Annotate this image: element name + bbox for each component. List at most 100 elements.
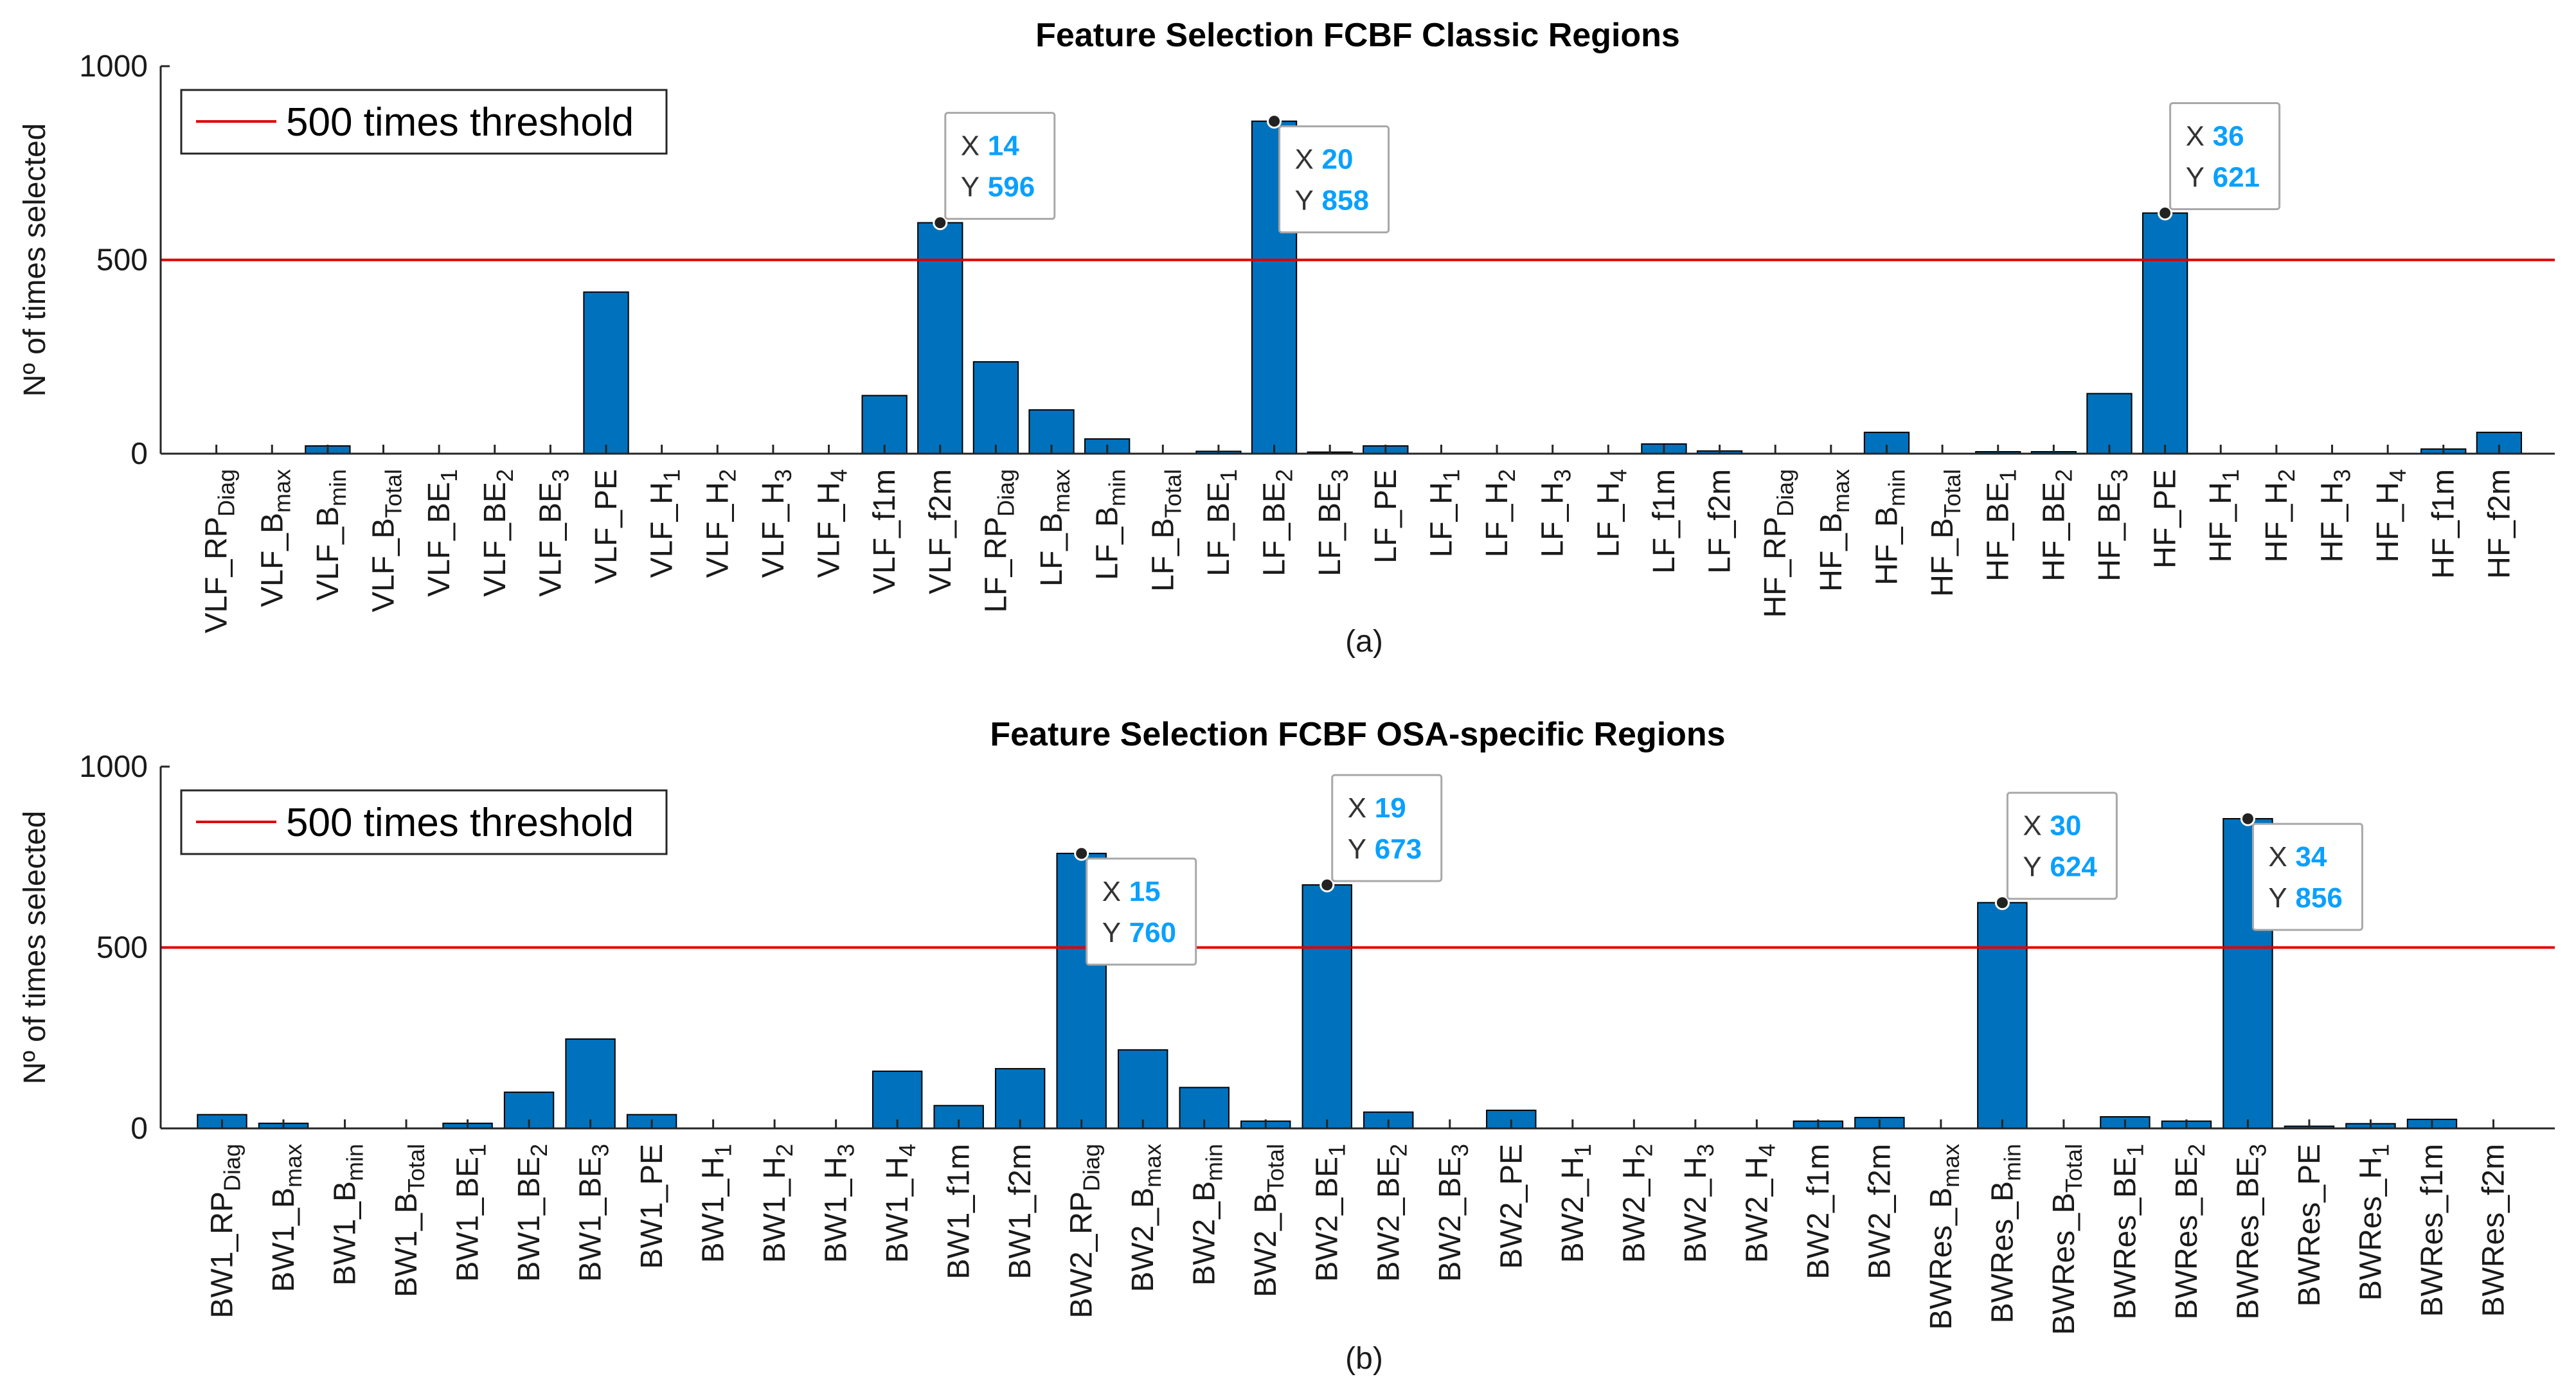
x-tick-label-subscript: 2 xyxy=(526,1144,552,1157)
x-tick-label-base: BW2_f1m xyxy=(1802,1144,1836,1279)
datatip: X 20 Y 858 xyxy=(1267,114,1390,234)
chart-title: Feature Selection FCBF Classic Regions xyxy=(1035,17,1680,54)
datatip-y-value: 858 xyxy=(1322,185,1369,217)
x-tick-label-subscript: 2 xyxy=(2273,469,2300,482)
y-tick-label: 500 xyxy=(96,931,148,965)
x-tick-label-subscript: Diag xyxy=(213,469,240,517)
x-tick-label: BW1_f2m xyxy=(1003,1144,1037,1279)
x-tick-label-subscript: Total xyxy=(380,469,407,518)
datatip-y-value: 856 xyxy=(2295,882,2342,914)
x-tick-label: BW1_H2 xyxy=(758,1144,798,1263)
datatip-y-value: 760 xyxy=(1129,917,1176,948)
x-tick-label-base: LF_PE xyxy=(1369,469,1403,564)
x-tick-label-subscript: Diag xyxy=(1772,469,1798,517)
datatip-box xyxy=(2006,792,2118,900)
x-tick-label-subscript: min xyxy=(1883,469,1910,506)
x-tick-label-base: HF_B xyxy=(1870,506,1904,585)
x-tick-label: VLF_BE3 xyxy=(533,469,573,597)
x-tick-label-subscript: 3 xyxy=(2106,469,2133,482)
x-tick-label: BW1_BTotal xyxy=(389,1144,429,1297)
x-tick-label: BW1_RPDiag xyxy=(206,1144,246,1318)
datatip-marker xyxy=(1267,114,1282,129)
bar xyxy=(1301,884,1352,1129)
x-tick-label: BW2_BE3 xyxy=(1433,1144,1473,1282)
x-tick-label: VLF_H2 xyxy=(701,469,740,578)
x-tick-label: VLF_H1 xyxy=(645,469,685,578)
datatip-marker xyxy=(933,215,948,231)
x-tick-label: BW2_H2 xyxy=(1617,1144,1657,1263)
chart-panel-a: Feature Selection FCBF Classic Regions Nº… xyxy=(18,17,2555,659)
datatip-box xyxy=(2251,823,2363,931)
x-tick-label: LF_H4 xyxy=(1591,469,1631,557)
x-tick-label: VLF_Bmax xyxy=(255,469,295,607)
x-tick-label-subscript: 3 xyxy=(2329,469,2355,482)
datatip-y-label: Y xyxy=(2268,882,2287,914)
bar xyxy=(1977,902,2028,1129)
x-tick-label-subscript: 4 xyxy=(894,1144,920,1157)
x-tick-label: BW2_BE2 xyxy=(1372,1144,1411,1282)
x-tick-label: LF_Bmax xyxy=(1035,469,1075,587)
x-tick-label-subscript: 2 xyxy=(771,1144,798,1157)
x-tick-label-base: BW2_f2m xyxy=(1863,1144,1897,1279)
x-tick-label-subscript: 1 xyxy=(2217,469,2244,482)
legend: 500 times threshold xyxy=(180,89,668,155)
datatip-marker xyxy=(1319,877,1335,893)
x-tick-label: HF_H4 xyxy=(2371,469,2411,562)
x-tick-label-subscript: 2 xyxy=(1271,469,1298,482)
datatip-box xyxy=(1331,774,1443,882)
panel-caption: (a) xyxy=(1345,625,1383,659)
x-tick-label: LF_Bmin xyxy=(1091,469,1131,580)
datatip-box xyxy=(1278,125,1390,234)
x-tick-label-base: BWRes_B xyxy=(2047,1193,2081,1335)
x-tick-label-subscript: 2 xyxy=(1631,1144,1657,1157)
x-tick-label-base: HF_BE xyxy=(2093,482,2127,582)
x-tick-label-subscript: 3 xyxy=(770,469,796,482)
datatip-y-value: 596 xyxy=(988,172,1035,203)
x-tick-label: HF_PE xyxy=(2149,469,2183,569)
y-tick-label: 1000 xyxy=(79,750,148,784)
x-tick-label-subscript: 3 xyxy=(547,469,573,482)
x-tick-label-base: LF_BE xyxy=(1258,482,1292,576)
datatip-box xyxy=(944,112,1056,220)
x-tick-label-base: VLF_BE xyxy=(478,482,512,597)
x-tick-label: VLF_PE xyxy=(589,469,623,584)
x-tick-label-base: BW2_BE xyxy=(1310,1157,1345,1282)
x-tick-label: BW1_BE2 xyxy=(512,1144,552,1282)
bar xyxy=(972,361,1019,454)
datatip-y-label: Y xyxy=(1102,917,1121,948)
x-tick-label-base: HF_H xyxy=(2260,482,2294,562)
x-tick-label-base: BW1_BE xyxy=(574,1157,608,1282)
x-tick-label-subscript: 2 xyxy=(1494,469,1520,482)
x-tick-label-base: HF_RP xyxy=(1758,517,1793,618)
x-tick-label-base: BW1_H xyxy=(819,1157,854,1263)
x-tick-label-subscript: 4 xyxy=(2384,469,2411,482)
y-axis-label: Nº of times selected xyxy=(18,811,52,1085)
x-tick-label-subscript: 1 xyxy=(465,1144,491,1157)
x-tick-label: LF_f2m xyxy=(1703,469,1737,574)
x-tick-label: BWRes_f1m xyxy=(2415,1144,2449,1317)
x-tick-label: BW2_BTotal xyxy=(1249,1144,1289,1297)
datatip-x-label: X xyxy=(2023,810,2041,842)
x-tick-label: BW1_H1 xyxy=(697,1144,737,1263)
x-tick-label-base: VLF_RP xyxy=(200,517,234,633)
x-tick-label: BWRes_PE xyxy=(2293,1144,2327,1306)
x-tick-label-subscript: 1 xyxy=(1324,1144,1350,1157)
datatip-x-label: X xyxy=(1295,144,1314,175)
x-tick-label: HF_Bmin xyxy=(1870,469,1910,585)
x-tick-label-base: BW1_RP xyxy=(206,1191,240,1318)
x-tick-label-base: VLF_H xyxy=(701,482,735,578)
x-tick-label-base: BW2_RP xyxy=(1065,1191,1099,1318)
x-tick-label: BWRes_BE1 xyxy=(2108,1144,2148,1319)
x-tick-label-subscript: 1 xyxy=(1438,469,1464,482)
x-tick-label: BW1_Bmax xyxy=(267,1144,307,1292)
x-tick-label-base: BW1_BE xyxy=(451,1157,485,1282)
x-tick-label-base: BWRes_BE xyxy=(2108,1157,2142,1319)
x-tick-label: VLF_f1m xyxy=(868,469,902,594)
x-tick-label: HF_H2 xyxy=(2260,469,2300,562)
x-tick-label-subscript: 2 xyxy=(714,469,740,482)
x-tick-label-subscript: min xyxy=(1999,1144,2025,1181)
x-tick-label: LF_BE3 xyxy=(1313,469,1353,576)
x-tick-label-base: LF_BE xyxy=(1202,482,1236,576)
x-tick-label-subscript: 2 xyxy=(1385,1144,1411,1157)
